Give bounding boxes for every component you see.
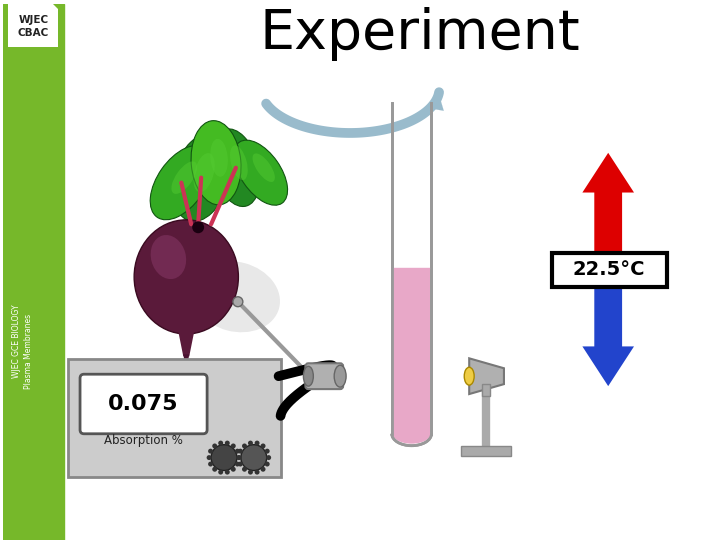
Polygon shape [469,359,504,394]
Ellipse shape [464,367,474,385]
Circle shape [255,441,260,446]
Circle shape [238,462,243,467]
Circle shape [248,470,253,475]
Polygon shape [184,354,189,371]
Text: WJEC: WJEC [18,15,48,25]
Ellipse shape [303,366,313,386]
Circle shape [238,449,243,454]
Ellipse shape [253,153,275,182]
Ellipse shape [212,129,260,206]
Circle shape [265,449,270,454]
Ellipse shape [134,220,238,334]
Text: Plasma Membranes: Plasma Membranes [24,314,33,389]
Circle shape [212,443,217,448]
Bar [3,4,64,540]
Text: 22.5°C: 22.5°C [573,260,645,280]
Bar [393,268,431,434]
Ellipse shape [210,139,228,177]
Bar [552,253,667,287]
Circle shape [242,443,247,448]
Circle shape [231,467,235,472]
Ellipse shape [334,365,346,387]
FancyArrow shape [582,153,634,262]
Text: Experiment: Experiment [259,6,580,60]
Ellipse shape [194,153,215,192]
Bar [462,446,511,456]
Circle shape [208,462,213,467]
Ellipse shape [191,120,241,205]
Circle shape [233,297,243,307]
Circle shape [236,455,241,460]
Text: 0.075: 0.075 [108,394,179,414]
Circle shape [212,467,217,472]
Ellipse shape [393,424,431,444]
Circle shape [236,455,241,460]
Circle shape [218,470,223,475]
Ellipse shape [192,261,280,332]
Text: CBAC: CBAC [18,28,49,38]
Circle shape [248,441,253,446]
Ellipse shape [150,145,212,220]
Ellipse shape [171,161,197,194]
Text: WJEC GCE BIOLOGY: WJEC GCE BIOLOGY [12,305,21,378]
Ellipse shape [172,134,230,221]
Circle shape [235,449,240,454]
Circle shape [225,470,230,475]
FancyBboxPatch shape [68,359,281,477]
Circle shape [241,445,266,470]
Circle shape [266,455,271,460]
Polygon shape [53,4,58,9]
Polygon shape [4,4,60,49]
Text: Absorption %: Absorption % [104,434,183,447]
Circle shape [265,462,270,467]
Circle shape [255,470,260,475]
Ellipse shape [234,140,287,205]
Circle shape [261,443,266,448]
FancyBboxPatch shape [305,363,343,389]
Circle shape [231,443,235,448]
Bar [482,384,490,396]
Polygon shape [8,4,58,46]
Circle shape [208,449,213,454]
Circle shape [261,467,266,472]
FancyArrow shape [582,287,634,386]
FancyBboxPatch shape [80,374,207,434]
Ellipse shape [230,145,248,180]
Circle shape [242,467,247,472]
Circle shape [207,455,212,460]
Circle shape [218,441,223,446]
Circle shape [211,445,237,470]
Circle shape [192,221,204,233]
Polygon shape [179,332,194,356]
Circle shape [235,462,240,467]
Circle shape [225,441,230,446]
Ellipse shape [150,235,186,279]
